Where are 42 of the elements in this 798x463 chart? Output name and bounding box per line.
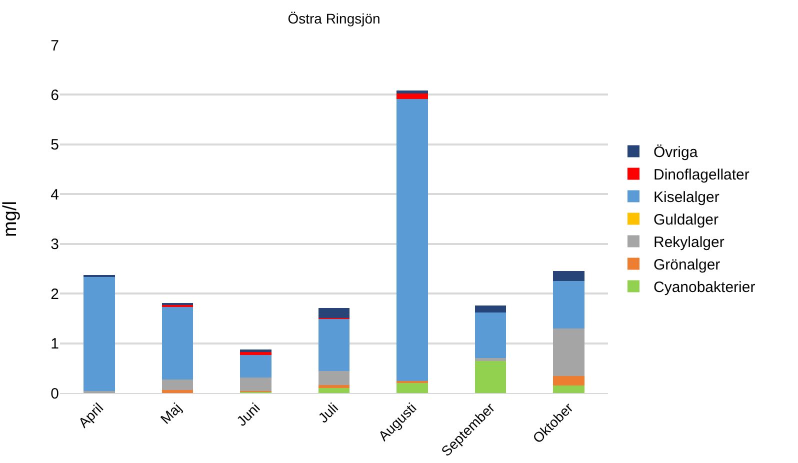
bar [553,271,585,282]
bar [162,306,194,380]
bar [318,308,350,318]
y-tick-label: 3 [50,236,59,254]
bar [240,349,272,352]
y-tick-label: 6 [50,86,59,104]
bar [240,378,272,392]
bar [396,94,428,100]
y-tick-label: 0 [50,385,59,402]
x-tick-label: Maj [157,400,184,427]
bar [474,358,506,362]
bar [553,328,585,376]
y-tick-label: 4 [50,186,59,204]
legend-label: Dinoflagellater [653,166,750,184]
legend-label: Rekylalger [653,234,724,252]
bar [396,382,428,393]
bar [318,318,350,372]
y-axis-title: mg/l [0,201,21,237]
bar [553,386,585,393]
bar [396,90,428,94]
bar [318,371,350,386]
bar [83,276,115,392]
y-tick-label: 1 [50,336,59,353]
bar [396,99,428,382]
chart-title: Östra Ringsjön [288,10,380,27]
bar [240,355,272,378]
bar [318,385,350,388]
bar [162,380,194,390]
bar [474,361,506,393]
legend-label: Övriga [653,144,698,162]
x-tick-label: Juli [314,400,342,426]
bar [474,312,506,358]
legend-label: Grönalger [653,256,720,274]
legend-label: Guldalger [653,212,719,229]
bar [553,376,585,386]
legend-label: Cyanobakterier [653,279,756,296]
y-tick-label: 2 [50,286,59,303]
y-tick-label: 5 [50,136,59,154]
bar [553,281,585,328]
legend-label: Kiselalger [653,189,720,206]
bar [474,306,506,312]
y-tick-label: 7 [50,37,59,54]
